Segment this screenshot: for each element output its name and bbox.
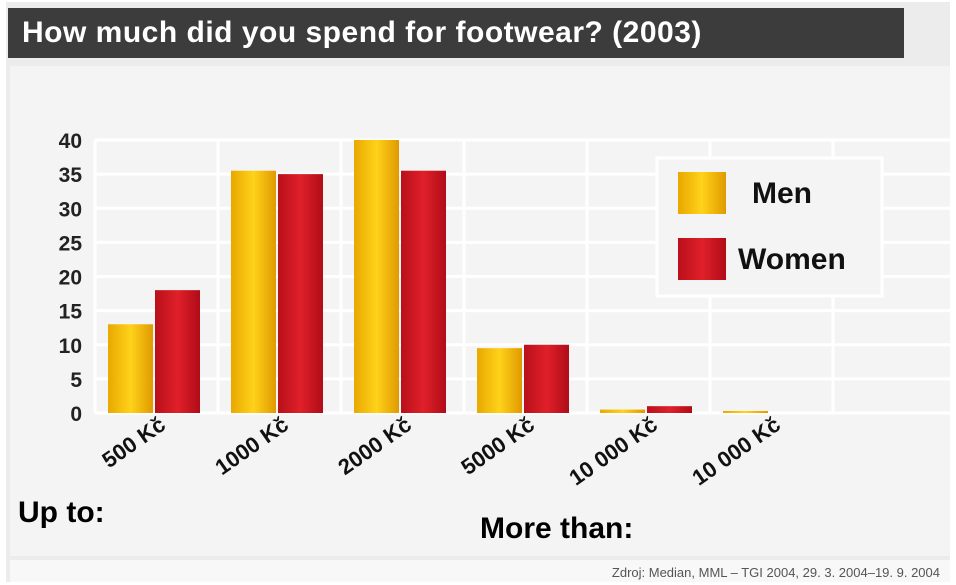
x-tick-label: 10 000 Kč	[564, 412, 662, 491]
y-tick-label: 15	[59, 301, 83, 324]
bar-women-4	[524, 344, 569, 413]
legend-label-men: Men	[752, 177, 812, 210]
legend-swatch-men	[678, 172, 726, 214]
y-tick-label: 35	[59, 164, 83, 187]
x-tick-label: 10 000 Kč	[687, 412, 785, 491]
legend-swatch-women	[678, 238, 726, 280]
y-tick-label: 25	[59, 232, 83, 255]
x-tick-label: 500 Kč	[97, 412, 169, 473]
bar-women-2	[278, 174, 323, 413]
bar-men-6	[723, 410, 768, 413]
y-ticks: 0 5 10 15 20 25 30 35 40	[59, 130, 83, 426]
bars	[108, 140, 768, 413]
source-note: Zdroj: Median, MML – TGI 2004, 29. 3. 20…	[611, 565, 940, 580]
bar-women-5	[647, 406, 692, 413]
x-tick-label: 5000 Kč	[456, 412, 538, 480]
more-than-annotation: More than:	[480, 512, 634, 545]
bar-women-3	[401, 170, 446, 413]
up-to-annotation: Up to:	[18, 496, 105, 529]
source-bar: Zdroj: Median, MML – TGI 2004, 29. 3. 20…	[10, 560, 950, 582]
y-tick-label: 20	[59, 267, 82, 290]
chart-title: How much did you spend for footwear? (20…	[8, 8, 904, 58]
bar-men-4	[477, 348, 522, 413]
x-tick-label: 1000 Kč	[210, 412, 292, 480]
legend: Men Women	[655, 156, 884, 298]
bar-men-2	[231, 170, 276, 413]
bar-men-3	[354, 140, 399, 413]
y-tick-label: 0	[70, 403, 82, 426]
bar-men-5	[600, 409, 645, 413]
bar-women-1	[155, 290, 200, 413]
y-tick-label: 40	[59, 130, 82, 153]
bar-men-1	[108, 324, 153, 413]
y-tick-label: 5	[70, 369, 82, 392]
x-tick-labels: 500 Kč 1000 Kč 2000 Kč 5000 Kč 10 000 Kč 10 0…	[97, 412, 784, 491]
y-tick-label: 10	[59, 335, 82, 358]
y-tick-label: 30	[59, 198, 82, 221]
x-tick-label: 2000 Kč	[333, 412, 415, 480]
legend-label-women: Women	[738, 243, 846, 276]
